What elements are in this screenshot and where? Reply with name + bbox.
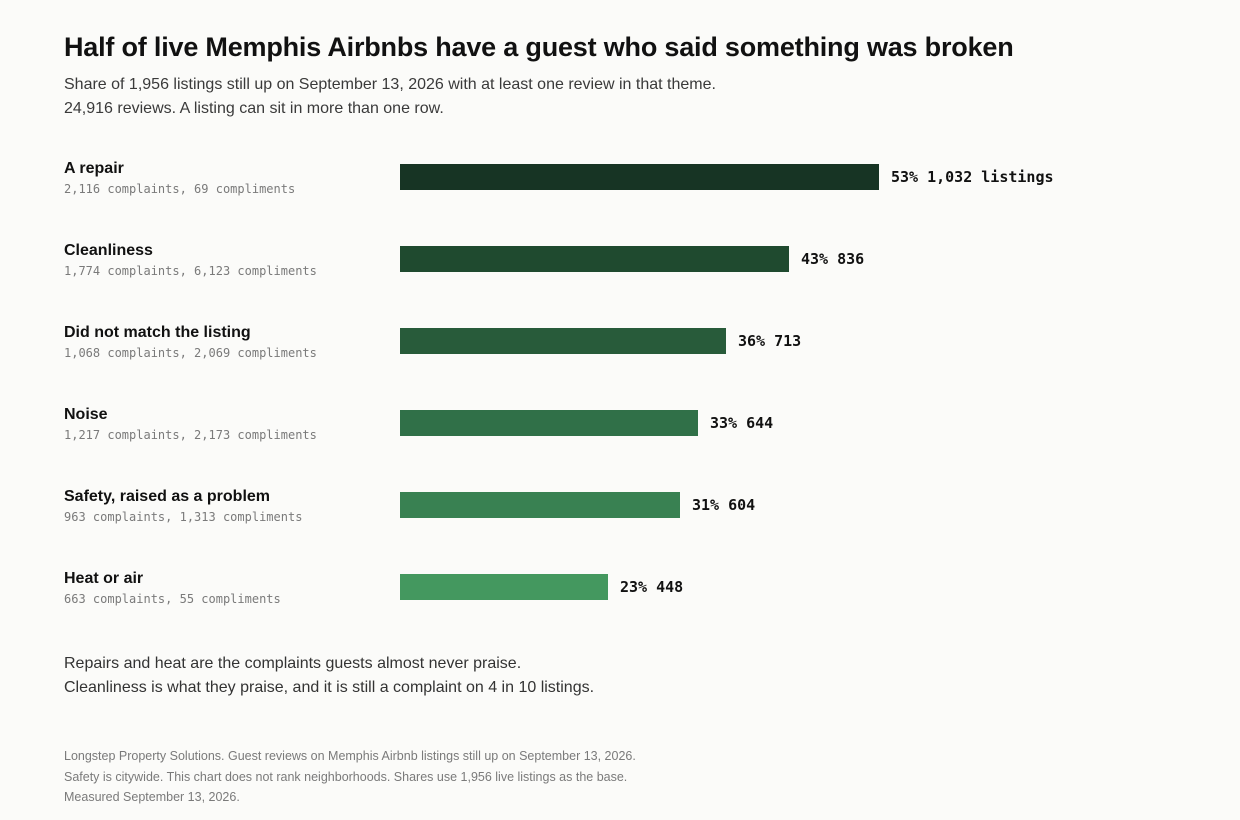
subtitle-line: 24,916 reviews. A listing can sit in mor… bbox=[64, 100, 444, 117]
category-label: Safety, raised as a problem 963 complaint… bbox=[64, 486, 394, 526]
bar-percent-label: 53% bbox=[891, 168, 919, 186]
bar-track: 31% 604 bbox=[400, 492, 960, 518]
bar-count-label: 604 bbox=[728, 496, 756, 514]
bar bbox=[400, 164, 879, 190]
category-label: A repair 2,116 complaints, 69 compliments bbox=[64, 158, 394, 198]
bar-percent-label: 43% bbox=[801, 250, 829, 268]
bar-track: 53% 1,032 listings bbox=[400, 164, 1054, 190]
takeaway: Repairs and heat are the complaints gues… bbox=[64, 652, 594, 700]
footnote: Longstep Property Solutions. Guest revie… bbox=[64, 746, 636, 808]
bar-count-label: 644 bbox=[746, 414, 774, 432]
bar-chart: A repair 2,116 complaints, 69 compliments… bbox=[64, 158, 1184, 628]
bar-data-label: 23% 448 bbox=[620, 577, 683, 597]
chart-subtitle: Share of 1,956 listings still up on Sept… bbox=[64, 73, 1184, 121]
category-name: A repair bbox=[64, 160, 124, 177]
bar-track: 23% 448 bbox=[400, 574, 960, 600]
bar bbox=[400, 492, 680, 518]
bar bbox=[400, 574, 608, 600]
footnote-line: Measured September 13, 2026. bbox=[64, 790, 240, 804]
bar-count-label: 713 bbox=[774, 332, 802, 350]
bar-data-label: 36% 713 bbox=[738, 331, 801, 351]
footnote-line: Safety is citywide. This chart does not … bbox=[64, 769, 628, 784]
bar-count-label: 448 bbox=[656, 578, 684, 596]
category-name: Noise bbox=[64, 406, 108, 423]
bar-track: 33% 644 bbox=[400, 410, 960, 436]
category-detail: 1,068 complaints, 2,069 compliments bbox=[64, 346, 317, 360]
bar-row: Heat or air 663 complaints, 55 compliment… bbox=[64, 568, 1184, 628]
bar-percent-label: 23% bbox=[620, 578, 648, 596]
bar-row: Did not match the listing 1,068 complaint… bbox=[64, 322, 1184, 382]
subtitle-line: Share of 1,956 listings still up on Sept… bbox=[64, 76, 716, 93]
bar-track: 43% 836 bbox=[400, 246, 960, 272]
bar-row: Noise 1,217 complaints, 2,173 compliments… bbox=[64, 404, 1184, 464]
bar-percent-label: 31% bbox=[692, 496, 720, 514]
bar bbox=[400, 328, 726, 354]
takeaway-line: Repairs and heat are the complaints gues… bbox=[64, 655, 522, 672]
category-detail: 663 complaints, 55 compliments bbox=[64, 592, 281, 606]
bar bbox=[400, 246, 789, 272]
category-detail: 1,774 complaints, 6,123 compliments bbox=[64, 264, 317, 278]
takeaway-line: Cleanliness is what they praise, and it … bbox=[64, 679, 595, 696]
bar-data-label: 53% 1,032 listings bbox=[891, 167, 1054, 187]
category-label: Cleanliness 1,774 complaints, 6,123 compl… bbox=[64, 240, 394, 280]
page: Half of live Memphis Airbnbs have a gues… bbox=[64, 30, 1184, 804]
bar-track: 36% 713 bbox=[400, 328, 960, 354]
bar-row: Safety, raised as a problem 963 complaint… bbox=[64, 486, 1184, 546]
category-name: Cleanliness bbox=[64, 242, 153, 259]
category-name: Heat or air bbox=[64, 570, 144, 587]
bar-count-label: 1,032 listings bbox=[927, 168, 1054, 186]
category-detail: 963 complaints, 1,313 compliments bbox=[64, 510, 303, 524]
footnote-line: Longstep Property Solutions. Guest revie… bbox=[64, 749, 636, 763]
bar-data-label: 33% 644 bbox=[710, 413, 773, 433]
category-name: Safety, raised as a problem bbox=[64, 488, 271, 505]
bar-count-label: 836 bbox=[837, 250, 865, 268]
bar bbox=[400, 410, 698, 436]
category-name: Did not match the listing bbox=[64, 324, 251, 341]
category-label: Noise 1,217 complaints, 2,173 compliments bbox=[64, 404, 394, 444]
bar-row: Cleanliness 1,774 complaints, 6,123 compl… bbox=[64, 240, 1184, 300]
bar-percent-label: 33% bbox=[710, 414, 738, 432]
bar-percent-label: 36% bbox=[738, 332, 766, 350]
category-detail: 2,116 complaints, 69 compliments bbox=[64, 182, 296, 196]
chart-title: Half of live Memphis Airbnbs have a gues… bbox=[64, 32, 1014, 62]
category-label: Did not match the listing 1,068 complaint… bbox=[64, 322, 394, 362]
category-label: Heat or air 663 complaints, 55 compliment… bbox=[64, 568, 394, 608]
category-detail: 1,217 complaints, 2,173 compliments bbox=[64, 428, 317, 442]
bar-data-label: 43% 836 bbox=[801, 249, 864, 269]
bar-row: A repair 2,116 complaints, 69 compliments… bbox=[64, 158, 1184, 218]
bar-data-label: 31% 604 bbox=[692, 495, 755, 515]
